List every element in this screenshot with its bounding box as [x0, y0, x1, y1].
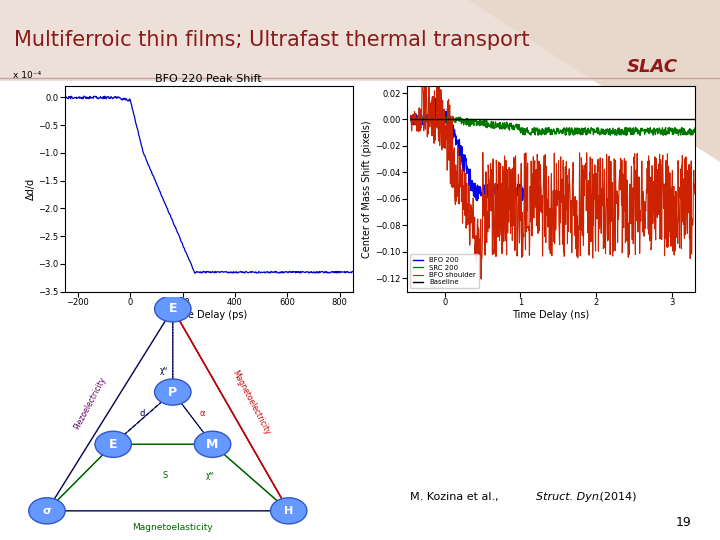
Baseline	[651, 116, 660, 123]
Legend: BFO 200, SRC 200, BFO shoulder, Baseline: BFO 200, SRC 200, BFO shoulder, Baseline	[410, 254, 479, 288]
Title: BFO 220 Peak Shift: BFO 220 Peak Shift	[156, 74, 262, 84]
BFO 200	[520, 196, 528, 202]
Text: Magnetoelectricity: Magnetoelectricity	[230, 369, 271, 436]
Text: H: H	[284, 506, 293, 516]
BFO shoulder	[572, 246, 580, 252]
Text: M. Kozina et al.,: M. Kozina et al.,	[410, 492, 503, 502]
BFO shoulder	[652, 213, 660, 220]
X-axis label: Time Delay (ns): Time Delay (ns)	[512, 309, 590, 320]
BFO 200	[500, 186, 509, 193]
SRC 200	[446, 113, 455, 119]
Circle shape	[29, 498, 66, 524]
BFO 200	[465, 174, 474, 181]
Text: M: M	[207, 438, 219, 451]
SRC 200	[622, 132, 631, 139]
Text: P: P	[168, 386, 177, 399]
Text: χᴹ: χᴹ	[206, 470, 215, 480]
SRC 200	[406, 117, 415, 124]
SRC 200	[690, 125, 699, 131]
BFO shoulder	[424, 117, 433, 124]
BFO shoulder	[406, 112, 415, 118]
BFO 200	[488, 187, 497, 194]
Text: Struct. Dyn.: Struct. Dyn.	[536, 492, 603, 502]
Circle shape	[194, 431, 231, 457]
Text: SLAC: SLAC	[626, 58, 678, 77]
SRC 200	[623, 132, 631, 138]
Text: d: d	[140, 409, 145, 418]
Bar	[0, 81, 720, 540]
Text: α: α	[199, 409, 204, 418]
Circle shape	[155, 296, 191, 322]
BFO shoulder	[477, 276, 485, 282]
Text: S: S	[163, 470, 168, 480]
Text: x 10⁻⁴: x 10⁻⁴	[13, 71, 41, 80]
BFO shoulder	[623, 238, 631, 244]
Circle shape	[271, 498, 307, 524]
SRC 200	[423, 117, 432, 123]
BFO 200	[473, 197, 482, 204]
Text: (2014): (2014)	[596, 492, 636, 502]
SRC 200	[572, 126, 580, 132]
Baseline	[579, 116, 588, 123]
X-axis label: Time Delay (ps): Time Delay (ps)	[170, 309, 248, 320]
Bar	[0, 0, 720, 81]
BFO 200	[406, 114, 415, 121]
SRC 200	[588, 126, 596, 132]
SRC 200	[579, 129, 588, 135]
Line: BFO 200: BFO 200	[410, 98, 524, 200]
Baseline	[406, 116, 415, 123]
BFO 200	[507, 188, 516, 195]
Circle shape	[95, 431, 132, 457]
Y-axis label: Center of Mass Shift (pixels): Center of Mass Shift (pixels)	[362, 120, 372, 258]
Text: Magnetoelasticity: Magnetoelasticity	[132, 523, 213, 532]
Line: BFO shoulder: BFO shoulder	[410, 68, 695, 279]
Text: 19: 19	[675, 516, 691, 529]
SRC 200	[652, 128, 660, 134]
Text: Piezoelectricity: Piezoelectricity	[72, 375, 108, 430]
PathPatch shape	[468, 0, 720, 162]
Baseline	[622, 116, 631, 123]
BFO 200	[431, 95, 440, 102]
BFO shoulder	[580, 166, 588, 173]
Text: E: E	[168, 302, 177, 315]
Baseline	[423, 116, 432, 123]
Text: σ: σ	[42, 506, 51, 516]
BFO shoulder	[418, 64, 427, 71]
Text: χᴺ: χᴺ	[160, 366, 168, 375]
Text: Multiferroic thin films; Ultrafast thermal transport: Multiferroic thin films; Ultrafast therm…	[14, 30, 530, 51]
Text: E: E	[109, 438, 117, 451]
BFO shoulder	[690, 191, 699, 197]
Baseline	[690, 116, 699, 123]
Baseline	[588, 116, 596, 123]
Baseline	[571, 116, 580, 123]
BFO shoulder	[588, 157, 597, 163]
BFO 200	[423, 119, 431, 125]
Line: SRC 200: SRC 200	[410, 116, 695, 136]
BFO 200	[487, 191, 495, 198]
Circle shape	[155, 379, 191, 405]
Y-axis label: Δd/d: Δd/d	[25, 178, 35, 200]
